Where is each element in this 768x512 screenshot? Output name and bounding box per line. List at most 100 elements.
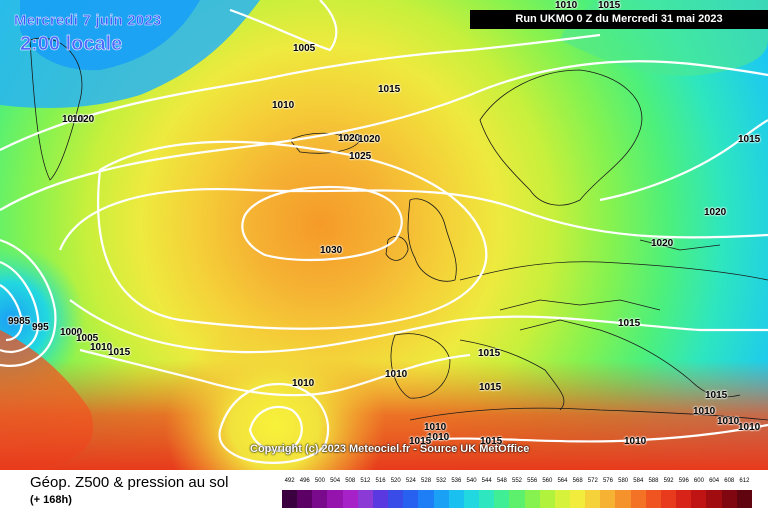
scale-swatch	[615, 490, 631, 508]
legend-panel: Géop. Z500 & pression au sol (+ 168h) 49…	[0, 470, 768, 512]
isobar-label: 995	[32, 322, 49, 333]
isobar-label: 1015	[705, 390, 728, 401]
scale-label: 572	[587, 478, 598, 484]
isobar-label: 1010	[292, 378, 315, 389]
isobar-label: 1020	[72, 114, 95, 125]
scale-label: 596	[678, 478, 689, 484]
scandinavia-coast	[479, 69, 643, 206]
run-banner: Run UKMO 0 Z du Mercredi 31 mai 2023	[470, 10, 768, 29]
scale-swatch	[600, 490, 616, 508]
scale-swatch	[418, 490, 434, 508]
isobar-label: 1010	[272, 100, 295, 111]
isobar-1025	[97, 140, 488, 330]
africa-coast	[409, 407, 768, 421]
scale-label: 592	[663, 478, 674, 484]
scale-swatch	[312, 490, 328, 508]
isobar-label: 1010	[624, 436, 647, 447]
isobar-1005-cutoff	[248, 405, 303, 452]
copyright-notice: Copyright (c) 2023 Meteociel.fr - Source…	[250, 443, 530, 455]
isobar-label: 1015	[479, 382, 502, 393]
isobar-label: 1020	[651, 238, 674, 249]
scale-label: 516	[375, 478, 386, 484]
legend-title: Géop. Z500 & pression au sol	[30, 474, 229, 491]
isobar-995-low	[0, 284, 24, 342]
scale-label: 552	[512, 478, 523, 484]
isobar-1015-south	[69, 299, 768, 354]
isobar-1010-north	[0, 33, 601, 151]
scale-swatch	[327, 490, 343, 508]
britain-coast	[407, 198, 457, 282]
scale-swatch	[569, 490, 586, 508]
scale-swatch	[706, 490, 722, 508]
valid-date: Mercredi 7 juin 2023	[14, 12, 162, 29]
italy-coast	[459, 339, 565, 411]
valid-time: 2:00 locale	[20, 33, 123, 56]
geopotential-map: Mercredi 7 juin 2023 2:00 locale Run UKM…	[0, 0, 768, 470]
scale-swatch	[433, 490, 449, 508]
scale-label: 584	[633, 478, 644, 484]
scale-label: 512	[360, 478, 371, 484]
map-canvas	[0, 0, 768, 470]
scale-label: 528	[421, 478, 432, 484]
balkans-coast	[599, 329, 741, 398]
scale-swatch	[494, 490, 510, 508]
coastlines	[29, 37, 768, 421]
scale-swatch	[297, 490, 313, 508]
scale-label: 508	[345, 478, 356, 484]
isobar-label: 1015	[480, 436, 503, 447]
scale-swatch	[342, 490, 358, 508]
isobar-label: 1010	[424, 422, 447, 433]
color-scale-swatches	[282, 490, 752, 508]
isobar-label: 1015	[618, 318, 641, 329]
scale-swatch	[448, 490, 464, 508]
isobar-1010-cutoff	[218, 383, 330, 464]
isobar-label: 1015	[378, 84, 401, 95]
color-scale-labels: 492 496 500 504 508 512 516 520 524 528 532 536 540 5…	[282, 478, 752, 487]
cold-core	[20, 0, 200, 71]
scale-swatch	[554, 490, 570, 508]
scale-swatch	[630, 490, 646, 508]
isobar-label: 1015	[478, 348, 501, 359]
isobar-label: 1020	[358, 134, 381, 145]
scale-label: 600	[693, 478, 704, 484]
isobar-1030	[241, 185, 403, 262]
scale-label: 560	[542, 478, 553, 484]
scale-swatch	[539, 490, 555, 508]
isobar-label: 1015	[409, 436, 432, 447]
scale-label: 540	[466, 478, 477, 484]
isobar-label: 1030	[320, 245, 343, 256]
isobar-label: 1025	[349, 151, 372, 162]
isobar-1010-south	[79, 348, 471, 397]
scale-swatch	[524, 490, 540, 508]
scale-label: 536	[451, 478, 462, 484]
scale-swatch	[509, 490, 525, 508]
isobar-label: 9985	[8, 316, 31, 327]
isobar-1020-east	[599, 119, 768, 202]
scale-swatch	[357, 490, 373, 508]
isobar-label: 1010	[385, 369, 408, 380]
scale-label: 532	[436, 478, 447, 484]
scale-label: 568	[572, 478, 583, 484]
scale-swatch	[372, 490, 389, 508]
europe-north-coast	[459, 261, 768, 281]
scale-swatch	[479, 490, 495, 508]
isobar-1000-low	[0, 260, 40, 354]
scale-swatch	[691, 490, 707, 508]
isobar-label: 1020	[704, 207, 727, 218]
isobar-label: 1015	[598, 0, 621, 11]
scale-swatch	[676, 490, 692, 508]
isobar-label: 1010	[693, 406, 716, 417]
isobar-label: 1010	[62, 114, 85, 125]
scale-label: 524	[405, 478, 416, 484]
isobar-label: 1015	[738, 134, 761, 145]
greenland-coast	[29, 37, 83, 181]
color-scale: 492 496 500 504 508 512 516 520 524 528 532 536 540 5…	[282, 478, 752, 510]
isobar-label: 1020	[338, 133, 361, 144]
scale-swatch	[282, 490, 298, 508]
isobar-label: 1010	[738, 422, 761, 433]
isobar-1005-low	[0, 238, 57, 367]
scale-swatch	[388, 490, 404, 508]
scale-label: 556	[527, 478, 538, 484]
scale-label: 504	[330, 478, 341, 484]
